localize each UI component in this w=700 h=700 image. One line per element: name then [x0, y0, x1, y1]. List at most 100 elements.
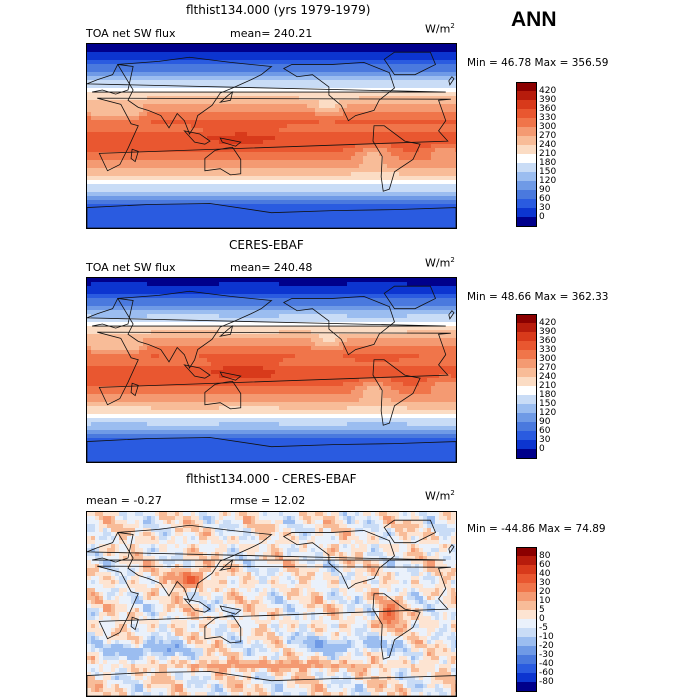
coastline	[130, 148, 139, 163]
colorbar-tick-label: 20	[539, 586, 551, 597]
colorbar-tick-label: 360	[539, 103, 557, 114]
colorbar-swatch	[516, 172, 537, 182]
colorbar-tick-label: 0	[539, 613, 545, 624]
panel-3-min-value: -44.86	[501, 523, 535, 535]
panel-3-colorbar: 80 60 40 30 20 10 5 0 -5 -10 -20 -30 -40 -60 -80	[516, 547, 576, 692]
colorbar-swatch	[516, 118, 537, 128]
colorbar-tick-label: 240	[539, 371, 557, 382]
colorbar-swatch	[516, 610, 537, 620]
coastline	[448, 76, 455, 86]
coastline	[87, 437, 456, 462]
colorbar-swatch	[516, 82, 537, 92]
panel-3-units: W/m2	[425, 489, 455, 503]
coastline	[117, 290, 273, 369]
colorbar-tick-label: -80	[539, 676, 554, 687]
colorbar-swatch	[516, 395, 537, 405]
map-svg	[87, 278, 456, 462]
colorbar-swatch	[516, 217, 537, 227]
colorbar-tick-label: 60	[539, 559, 551, 570]
map-svg	[87, 512, 456, 696]
coastline	[183, 598, 211, 613]
colorbar-swatch	[516, 583, 537, 593]
panel-1-variable: TOA net SW flux	[86, 27, 176, 40]
coastline	[87, 532, 446, 563]
colorbar-tick-label: 120	[539, 407, 557, 418]
coastline	[117, 524, 273, 603]
coastline	[372, 125, 421, 192]
coastline	[97, 97, 451, 172]
colorbar-tick-label: 180	[539, 389, 557, 400]
panel-2-colorbar: 420 390 360 330 300 270 240 210 180 150 120 90 60 30 0	[516, 314, 576, 459]
panel-3-min-label: Min =	[467, 523, 498, 535]
colorbar-swatch	[516, 359, 537, 369]
panel-1-units: W/m2	[425, 22, 455, 36]
panel-2-min-value: 48.66	[501, 291, 532, 303]
colorbar-tick-label: 300	[539, 353, 557, 364]
colorbar-tick-label: 10	[539, 595, 551, 606]
panel-1-minmax: Min = 46.78 Max = 356.59	[467, 57, 608, 69]
panel-1-map	[86, 43, 457, 229]
colorbar-swatch	[516, 682, 537, 692]
colorbar-tick-label: 360	[539, 335, 557, 346]
panel-2-variable: TOA net SW flux	[86, 261, 176, 274]
panel-3-max-value: 74.89	[575, 523, 606, 535]
panel-1-title: flthist134.000 (yrs 1979-1979)	[186, 3, 371, 17]
colorbar-swatch	[516, 619, 537, 629]
colorbar-tick-label: 5	[539, 604, 545, 615]
colorbar-tick-label: -30	[539, 649, 554, 660]
panel-2-min-label: Min =	[467, 291, 498, 303]
colorbar-swatch	[516, 91, 537, 101]
panel-1-max-value: 356.59	[571, 57, 609, 69]
colorbar-tick-label: 90	[539, 184, 551, 195]
coastline	[372, 359, 421, 426]
colorbar-tick-label: 40	[539, 568, 551, 579]
colorbar-swatch	[516, 574, 537, 584]
coastline	[448, 544, 455, 554]
coastline	[219, 605, 242, 615]
colorbar-swatch	[516, 199, 537, 209]
coastline	[372, 593, 421, 660]
colorbar-swatch	[516, 556, 537, 566]
colorbar-swatch	[516, 413, 537, 423]
colorbar-swatch	[516, 100, 537, 110]
colorbar-tick-label: 180	[539, 157, 557, 168]
map-field	[87, 512, 456, 696]
panel-1-min-label: Min =	[467, 57, 498, 69]
map-field	[87, 44, 456, 228]
colorbar-tick-label: 420	[539, 317, 557, 328]
coastline	[87, 203, 456, 228]
colorbar-tick-label: 0	[539, 443, 545, 454]
coastline	[183, 130, 211, 145]
panel-2-minmax: Min = 48.66 Max = 362.33	[467, 291, 608, 303]
panel-2-mean: mean= 240.48	[230, 261, 313, 274]
colorbar-swatch	[516, 565, 537, 575]
colorbar-swatch	[516, 314, 537, 324]
coastline	[87, 671, 456, 696]
colorbar-swatch	[516, 404, 537, 414]
colorbar-swatch	[516, 664, 537, 674]
colorbar-tick-label: -5	[539, 622, 548, 633]
colorbar-swatch	[516, 323, 537, 333]
coastline	[219, 137, 242, 147]
colorbar-tick-label: 0	[539, 211, 545, 222]
colorbar-swatch	[516, 673, 537, 683]
panel-2-map	[86, 277, 457, 463]
panel-3-minmax: Min = -44.86 Max = 74.89	[467, 523, 606, 535]
colorbar-swatch	[516, 368, 537, 378]
colorbar-swatch	[516, 386, 537, 396]
colorbar-swatch	[516, 145, 537, 155]
colorbar-tick-label: -60	[539, 667, 554, 678]
panel-2-units: W/m2	[425, 256, 455, 270]
colorbar-swatch	[516, 190, 537, 200]
coastline	[204, 614, 242, 644]
coastline	[218, 559, 234, 571]
colorbar-tick-label: 420	[539, 85, 557, 96]
colorbar-tick-label: 210	[539, 380, 557, 391]
colorbar-tick-label: 270	[539, 130, 557, 141]
colorbar-swatch	[516, 431, 537, 441]
colorbar-tick-label: 120	[539, 175, 557, 186]
coastline	[87, 64, 446, 95]
coastline	[117, 56, 273, 135]
colorbar-tick-label: 80	[539, 550, 551, 561]
panel-2-max-value: 362.33	[571, 291, 609, 303]
